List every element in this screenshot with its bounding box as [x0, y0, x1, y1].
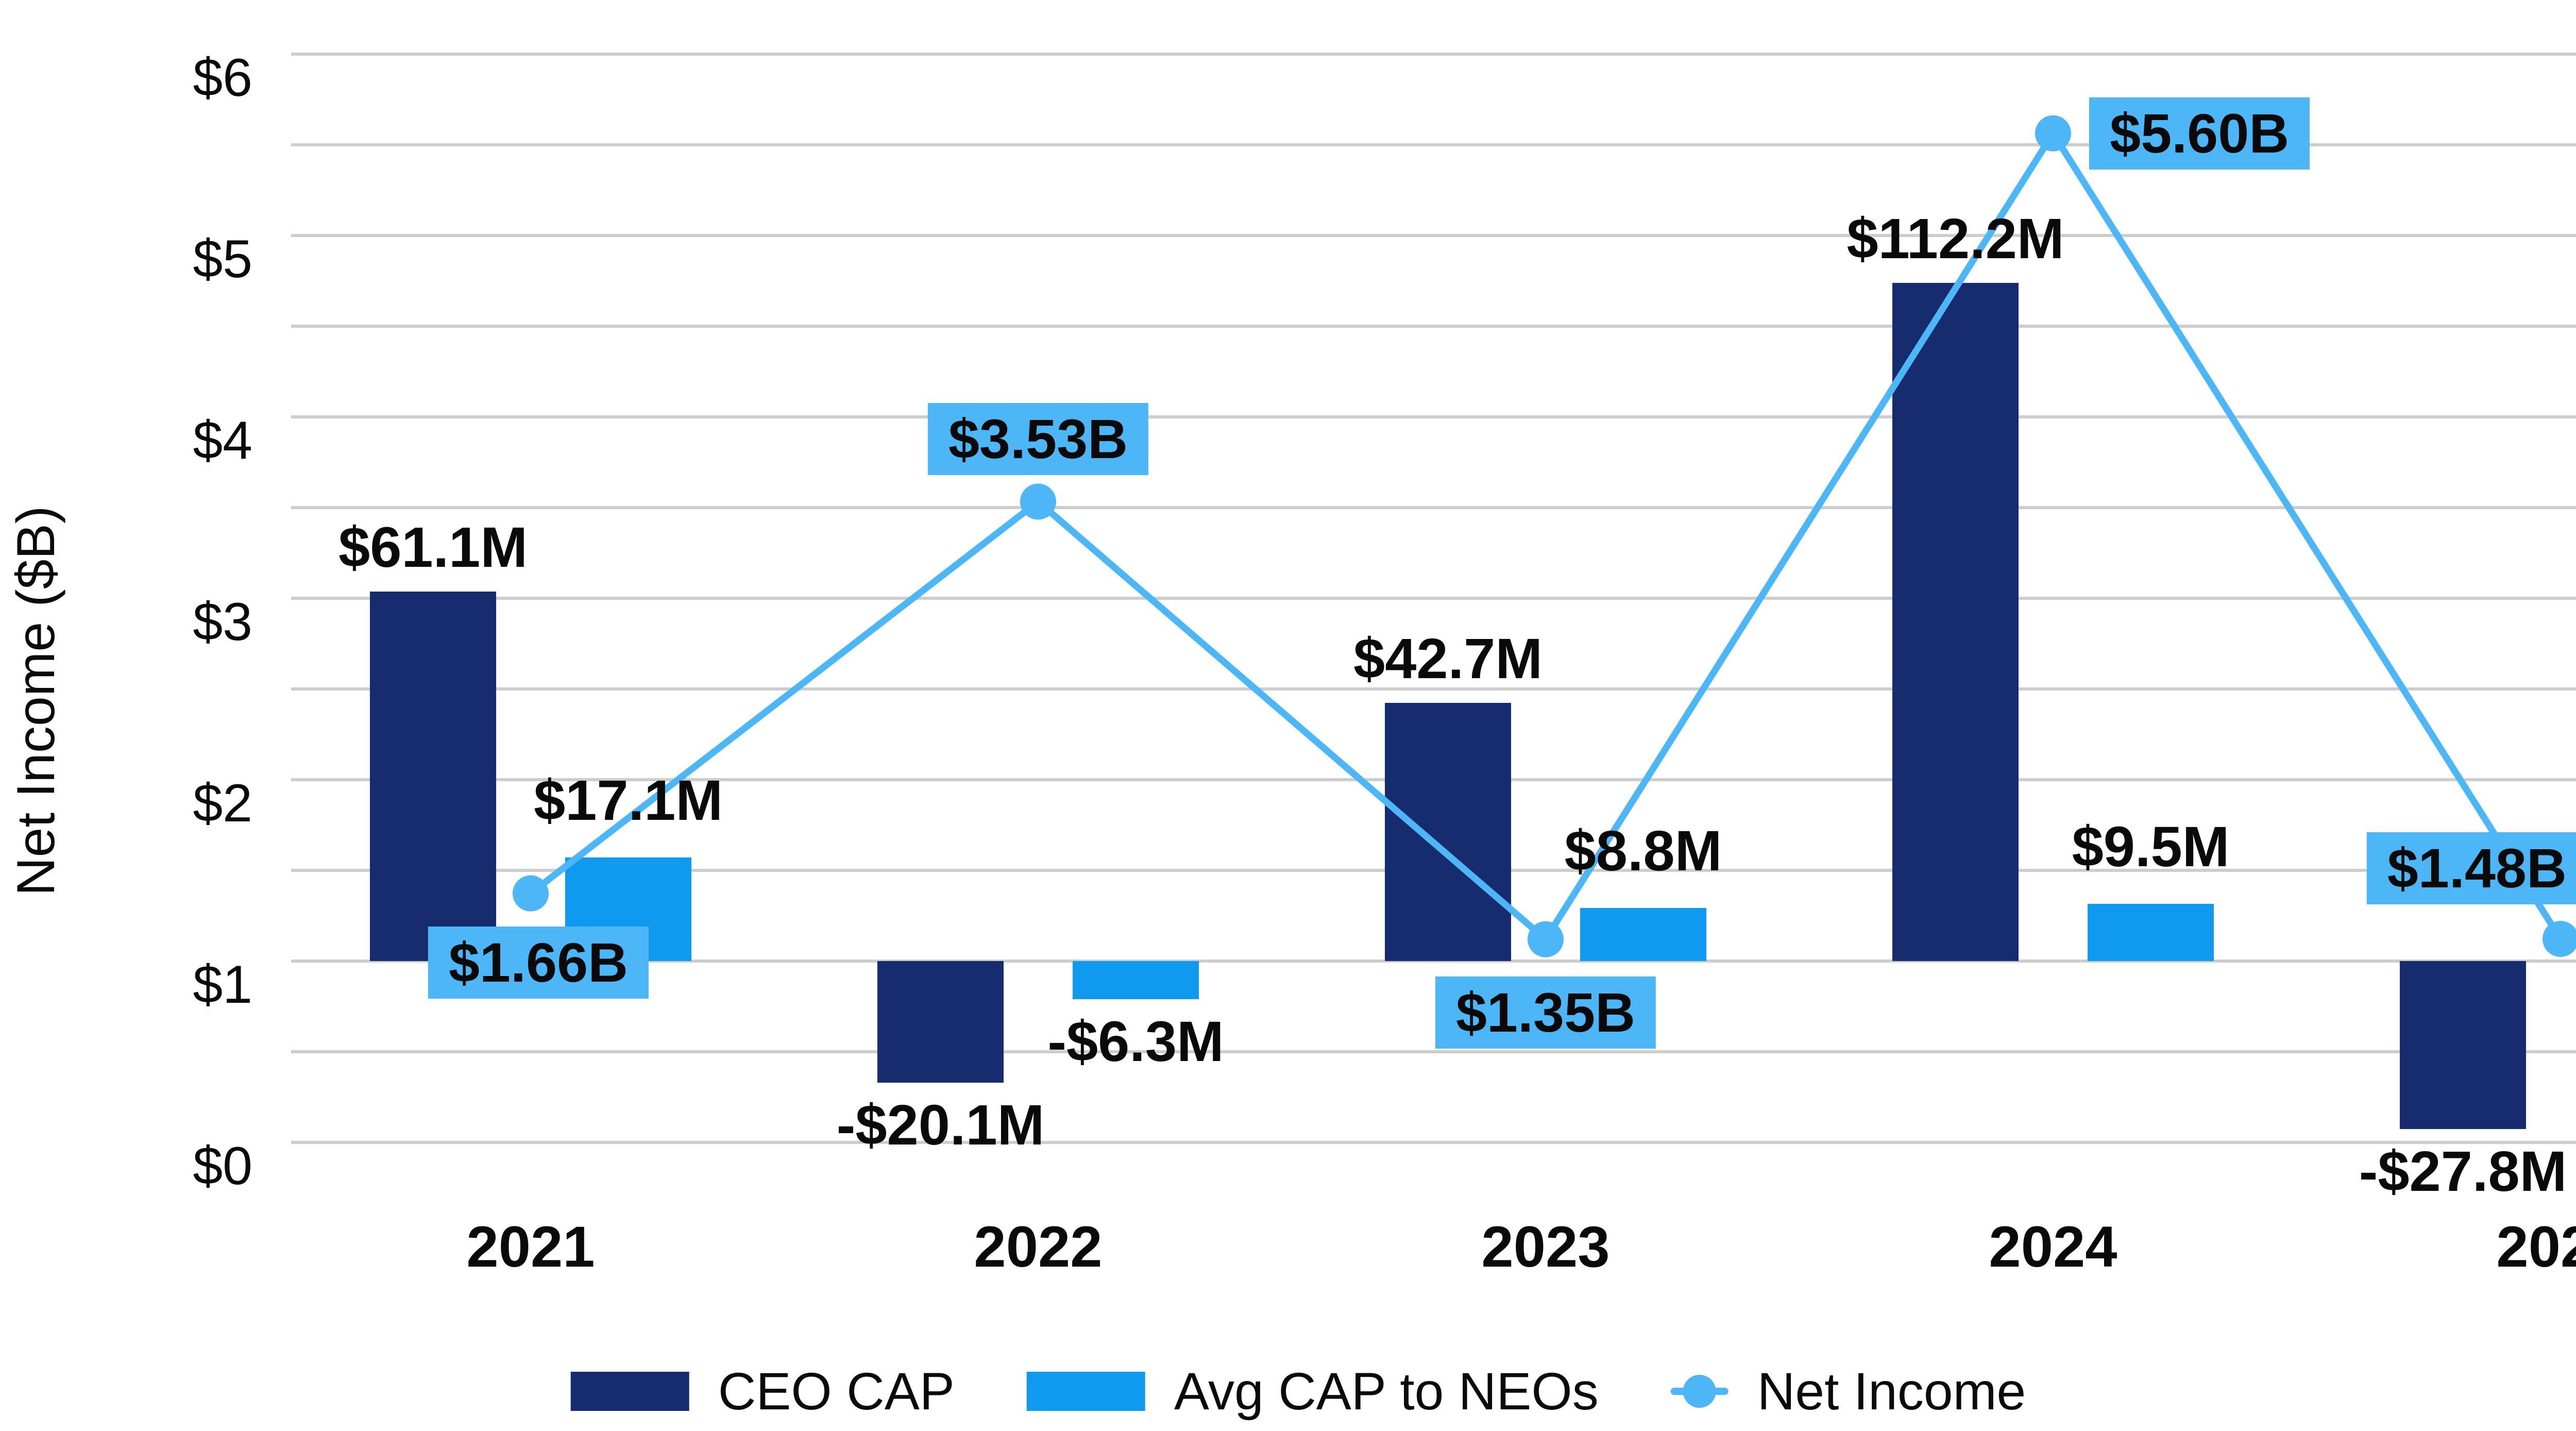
left-axis-tick: $0 — [193, 1136, 252, 1196]
net-income-label-box: $1.35B — [1435, 976, 1656, 1049]
x-axis-label-2022: 2022 — [974, 1215, 1103, 1279]
legend: CEO CAP Avg CAP to NEOs Net Income — [570, 1360, 2026, 1422]
net-income-label-box: $1.66B — [428, 926, 649, 999]
avg-cap-swatch-icon — [1026, 1372, 1145, 1411]
left-axis-tick: $4 — [193, 411, 252, 470]
avg-cap-bar-value-label: -$6.3M — [1047, 1009, 1224, 1073]
gridline — [291, 1050, 2576, 1053]
x-axis-label-2021: 2021 — [466, 1215, 595, 1279]
legend-label-avg-cap: Avg CAP to NEOs — [1174, 1362, 1599, 1421]
ceo-cap-bar-2022 — [877, 961, 1004, 1083]
gridline — [291, 53, 2576, 56]
ceo-cap-swatch-icon — [570, 1372, 689, 1411]
left-axis-tick: $6 — [193, 48, 252, 108]
ceo-cap-bar-2025 — [2400, 961, 2526, 1130]
x-axis-label-2025: 2025 — [2496, 1215, 2576, 1279]
avg-cap-bar-value-label: $17.1M — [534, 769, 723, 833]
ceo-cap-bar-value-label: $61.1M — [338, 516, 528, 580]
left-axis-title: Net Income ($B) — [6, 506, 66, 896]
legend-item-ceo-cap: CEO CAP — [570, 1360, 955, 1422]
ceo-cap-bar-2021 — [370, 592, 496, 961]
x-axis-label-2024: 2024 — [1989, 1215, 2117, 1279]
gridline — [291, 959, 2576, 963]
ceo-cap-bar-value-label: $42.7M — [1353, 627, 1543, 691]
net-income-label-box: $5.60B — [2089, 97, 2310, 170]
avg-cap-bar-value-label: $9.5M — [2072, 815, 2230, 879]
avg-cap-bar-value-label: $8.8M — [1564, 819, 1722, 883]
left-axis-tick: $1 — [193, 955, 252, 1015]
x-axis-label-2023: 2023 — [1481, 1215, 1610, 1279]
legend-item-net-income: Net Income — [1670, 1360, 2026, 1422]
ceo-cap-bar-value-label: -$27.8M — [2359, 1140, 2567, 1204]
ceo-cap-bar-value-label: $112.2M — [1846, 207, 2064, 271]
left-axis-tick: $3 — [193, 592, 252, 652]
ceo-cap-bar-value-label: -$20.1M — [836, 1093, 1045, 1157]
left-axis-tick: $2 — [193, 773, 252, 833]
net-income-label-box: $3.53B — [927, 403, 1149, 476]
legend-label-ceo-cap: CEO CAP — [718, 1362, 955, 1421]
legend-label-net-income: Net Income — [1757, 1362, 2026, 1421]
left-axis-tick: $5 — [193, 229, 252, 289]
avg-cap-bar-2022 — [1073, 961, 1199, 999]
net-income-label-box: $1.48B — [2366, 832, 2576, 905]
gridline — [291, 1141, 2576, 1144]
net-income-line-dot-icon — [1670, 1372, 1728, 1411]
legend-item-avg-cap: Avg CAP to NEOs — [1026, 1360, 1599, 1422]
